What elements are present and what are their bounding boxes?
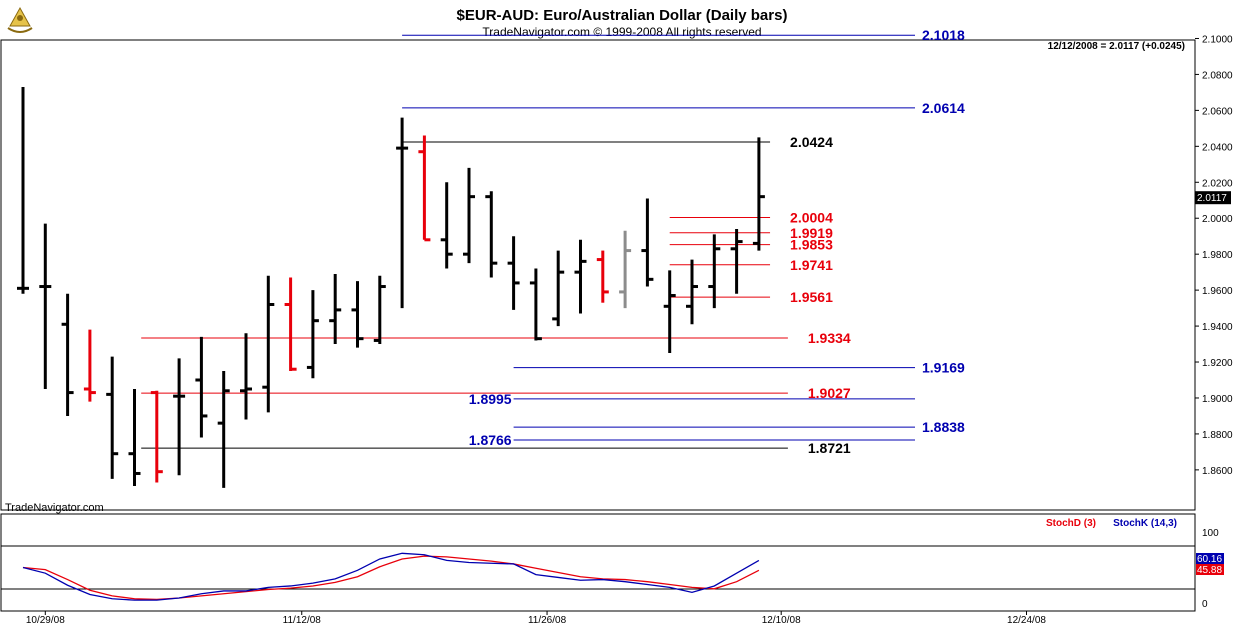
stoch-value-tags: 60.16 45.88 — [1196, 553, 1224, 576]
level-label: 1.8838 — [922, 419, 965, 435]
date-tick-label: 11/12/08 — [283, 615, 322, 626]
price-tick-label: 2.1000 — [1202, 34, 1233, 45]
date-tick-label: 12/10/08 — [762, 615, 801, 626]
price-tick-label: 1.8800 — [1202, 430, 1233, 441]
level-label: 1.8766 — [469, 432, 512, 448]
price-tick-label: 1.9200 — [1202, 358, 1233, 369]
level-label: 1.8721 — [808, 440, 851, 456]
price-tick-label: 2.0400 — [1202, 142, 1233, 153]
chart-copyright: TradeNavigator.com © 1999-2008 All right… — [482, 25, 761, 39]
level-label: 1.9561 — [790, 289, 833, 305]
legend-stochk: StochK (14,3) — [1113, 518, 1177, 529]
price-axis: 2.1000 2.0800 2.0600 2.0400 2.0200 2.0000 1.98… — [1195, 34, 1233, 477]
stoch-tick-0: 0 — [1202, 599, 1208, 610]
current-price-value: 2.0117 — [1197, 193, 1227, 204]
price-bars — [17, 87, 765, 488]
chart-title: $EUR-AUD: Euro/Australian Dollar (Daily … — [457, 7, 788, 24]
stoch-k-value: 60.16 — [1197, 554, 1222, 565]
price-tick-label: 2.0000 — [1202, 214, 1233, 225]
price-tick-label: 1.9000 — [1202, 394, 1233, 405]
price-tick-label: 1.9800 — [1202, 250, 1233, 261]
level-label: 1.9741 — [790, 257, 833, 273]
price-panel-frame — [0, 39, 1196, 511]
legend-stochd: StochD (3) — [1046, 518, 1096, 529]
stochastic-lines — [22, 552, 760, 601]
level-label: 2.0614 — [922, 100, 965, 116]
price-tick-label: 1.9400 — [1202, 322, 1233, 333]
price-tick-label: 1.8600 — [1202, 466, 1233, 477]
stoch-d-value: 45.88 — [1197, 565, 1222, 576]
price-tick-label: 2.0600 — [1202, 106, 1233, 117]
sextant-logo-icon — [7, 6, 33, 33]
price-tick-label: 2.0800 — [1202, 70, 1233, 81]
level-label: 1.9027 — [808, 385, 851, 401]
level-label: 2.1018 — [922, 27, 965, 43]
level-label: 1.9919 — [790, 225, 833, 241]
stochk-line — [22, 552, 760, 601]
stoch-tick-100: 100 — [1202, 528, 1219, 539]
level-label: 1.8995 — [469, 391, 512, 407]
current-price-tag: 2.0117 — [1195, 191, 1231, 205]
date-axis: 10/29/08 11/12/08 11/26/08 12/10/08 12/24/08 — [26, 611, 1046, 626]
stochd-line — [22, 555, 760, 601]
level-label: 1.9169 — [922, 360, 965, 376]
date-tick-label: 10/29/08 — [26, 615, 65, 626]
level-label: 1.9334 — [808, 330, 851, 346]
level-label: 2.0424 — [790, 134, 833, 150]
price-tick-label: 2.0200 — [1202, 178, 1233, 189]
price-tick-label: 1.9600 — [1202, 286, 1233, 297]
last-quote-label: 12/12/2008 = 2.0117 (+0.0245) — [1048, 41, 1185, 52]
stochastic-panel-frame — [0, 513, 1196, 612]
stochastic-legend: StochD (3) StochK (14,3) — [1046, 518, 1177, 529]
level-label: 1.9853 — [790, 237, 833, 253]
watermark: TradeNavigator.com — [5, 502, 104, 514]
date-tick-label: 11/26/08 — [528, 615, 567, 626]
level-label: 2.0004 — [790, 210, 833, 226]
date-tick-label: 12/24/08 — [1007, 615, 1046, 626]
